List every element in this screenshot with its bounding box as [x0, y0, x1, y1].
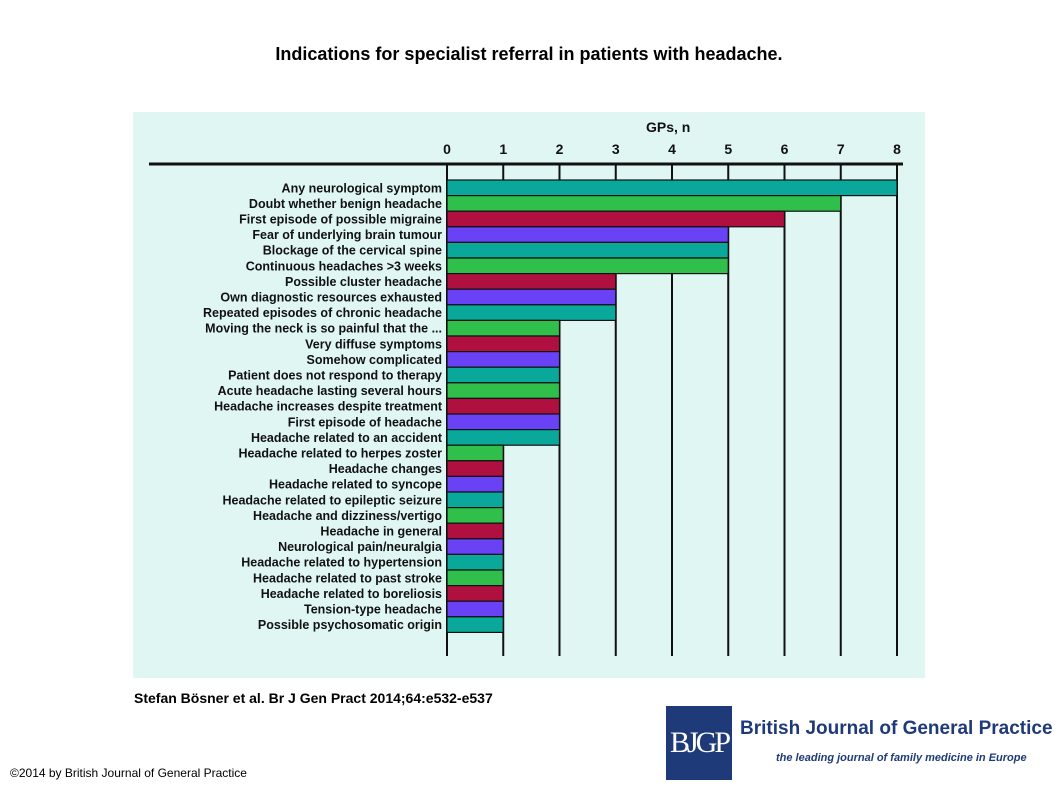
category-label: Acute headache lasting several hours	[218, 384, 442, 398]
bar-layer	[446, 179, 898, 633]
bar	[446, 522, 504, 540]
x-tick-label: 7	[837, 141, 845, 157]
tick-layer: 0 1 2 3 4 5 6 7 8	[443, 141, 901, 157]
logo-tagline: the leading journal of family medicine i…	[776, 752, 1027, 764]
category-label: Headache changes	[329, 462, 442, 476]
bar	[446, 319, 561, 337]
journal-logo[interactable]: BJGP British Journal of General Practice…	[666, 706, 1053, 780]
category-label: Headache related to past stroke	[253, 571, 442, 585]
bar	[446, 335, 561, 353]
category-label: Headache related to an accident	[251, 431, 443, 445]
category-label: Headache in general	[320, 525, 442, 539]
category-label: Repeated episodes of chronic headache	[203, 306, 442, 320]
category-label: Possible psychosomatic origin	[258, 618, 442, 632]
category-label-layer: Any neurological symptom Doubt whether be…	[203, 181, 443, 632]
copyright-notice: ©2014 by British Journal of General Prac…	[10, 766, 247, 780]
bar	[446, 210, 786, 228]
category-label: Headache related to hypertension	[241, 556, 442, 570]
x-tick-label: 3	[612, 141, 620, 157]
bar	[446, 538, 504, 555]
category-label: Headache and dizziness/vertigo	[253, 509, 442, 523]
category-label: Own diagnostic resources exhausted	[220, 291, 442, 305]
category-label: Headache increases despite treatment	[214, 400, 443, 414]
bar	[446, 616, 504, 633]
bar	[446, 366, 561, 384]
chart-panel: 0 1 2 3 4 5 6 7 8 Any neurological symptom Doubt …	[133, 112, 925, 678]
x-tick-label: 1	[499, 141, 507, 157]
x-axis-title: GPs, n	[646, 119, 690, 135]
category-label: Continuous headaches >3 weeks	[246, 259, 442, 273]
bar	[446, 553, 504, 571]
category-label: Headache related to epileptic seizure	[222, 493, 442, 507]
bar	[446, 429, 561, 446]
category-label: Somehow complicated	[307, 353, 442, 367]
bar	[446, 241, 729, 259]
bar	[446, 585, 504, 602]
category-label: Headache related to herpes zoster	[238, 447, 442, 461]
bar	[446, 507, 504, 524]
bar	[446, 413, 561, 431]
citation: Stefan Bösner et al. Br J Gen Pract 2014…	[134, 690, 493, 706]
category-label: Any neurological symptom	[282, 181, 442, 195]
logo-mark: BJGP	[666, 706, 732, 780]
bar	[446, 226, 729, 244]
bar	[446, 475, 504, 493]
bar	[446, 397, 561, 415]
bar	[446, 491, 504, 509]
bar	[446, 304, 617, 322]
category-label: Neurological pain/neuralgia	[278, 540, 443, 554]
category-label: Possible cluster headache	[285, 275, 442, 289]
x-tick-label: 0	[443, 141, 451, 157]
x-tick-label: 4	[668, 141, 676, 157]
bar	[446, 257, 729, 275]
bar	[446, 444, 504, 462]
category-label: Headache related to syncope	[269, 478, 442, 492]
bar	[446, 460, 504, 477]
category-label: Moving the neck is so painful that the .…	[205, 322, 442, 336]
bar-chart: 0 1 2 3 4 5 6 7 8 Any neurological symptom Doubt …	[149, 119, 903, 656]
bar	[446, 351, 561, 368]
bar	[446, 194, 842, 212]
category-label: Very diffuse symptoms	[305, 337, 442, 351]
x-tick-label: 8	[893, 141, 901, 157]
page-title: Indications for specialist referral in p…	[275, 44, 783, 64]
category-label: Doubt whether benign headache	[249, 197, 442, 211]
logo-journal-name: British Journal of General Practice	[740, 718, 1053, 739]
category-label: Blockage of the cervical spine	[263, 244, 442, 258]
bar	[446, 382, 561, 399]
x-tick-label: 2	[556, 141, 564, 157]
bar	[446, 179, 898, 197]
category-label: Fear of underlying brain tumour	[252, 228, 442, 242]
x-tick-label: 6	[781, 141, 789, 157]
x-tick-label: 5	[724, 141, 732, 157]
bar	[446, 273, 617, 290]
category-label: Patient does not respond to therapy	[228, 369, 442, 383]
bar	[446, 600, 504, 618]
bar	[446, 569, 504, 587]
category-label: First episode of possible migraine	[239, 213, 442, 227]
category-label: First episode of headache	[288, 415, 442, 429]
category-label: Headache related to boreliosis	[261, 587, 442, 601]
bar	[446, 288, 617, 306]
category-label: Tension-type headache	[304, 603, 442, 617]
